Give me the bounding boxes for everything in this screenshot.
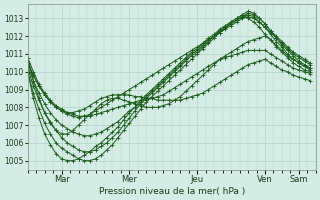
X-axis label: Pression niveau de la mer( hPa ): Pression niveau de la mer( hPa ): [99, 187, 245, 196]
